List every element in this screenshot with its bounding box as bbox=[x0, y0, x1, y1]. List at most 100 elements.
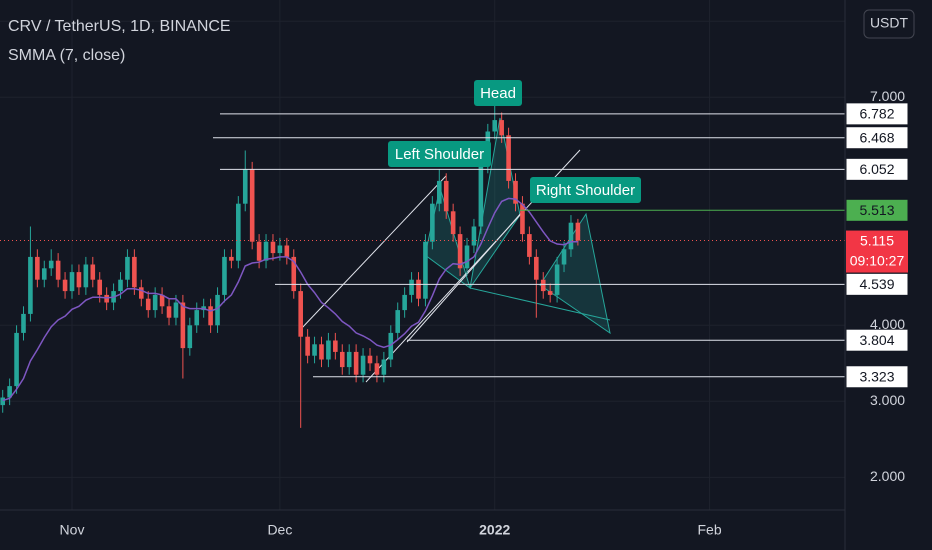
countdown-label: 09:10:27 bbox=[850, 252, 905, 268]
candle-body bbox=[180, 302, 186, 349]
candle-body bbox=[187, 325, 193, 349]
overlay-layer: 6.782 6.468 6.052 5.513 4.539 3.804 3.323 5.115… bbox=[0, 80, 909, 389]
indicator-legend: SMMA (7, close) bbox=[8, 47, 125, 64]
candle-body bbox=[416, 279, 421, 299]
candle-body bbox=[471, 226, 477, 246]
candle-body bbox=[284, 245, 290, 257]
channel-line bbox=[406, 211, 523, 343]
annotation-box bbox=[388, 141, 491, 167]
x-tick-label: Nov bbox=[60, 522, 85, 538]
annotation-label: Right Shoulder bbox=[536, 182, 635, 199]
annotation-label: Head bbox=[480, 85, 516, 102]
level-label-box bbox=[845, 157, 909, 181]
candle-body bbox=[409, 279, 414, 295]
last-price-box bbox=[846, 230, 908, 273]
level-label: 5.513 bbox=[859, 202, 894, 218]
level-label-box bbox=[845, 328, 909, 352]
level-label-box bbox=[845, 102, 909, 126]
candle-body bbox=[367, 355, 373, 364]
annotation-box bbox=[530, 177, 641, 203]
candle-body bbox=[443, 180, 449, 212]
candle-body bbox=[229, 256, 234, 261]
candle-body bbox=[35, 256, 40, 280]
candle-body bbox=[7, 386, 12, 398]
candle-body bbox=[83, 264, 89, 288]
candle-body bbox=[41, 268, 47, 280]
candle-body bbox=[547, 291, 553, 295]
chart-title: CRV / TetherUS, 1D, BINANCE bbox=[8, 18, 231, 35]
level-label: 6.052 bbox=[859, 161, 894, 177]
candle-body bbox=[118, 279, 123, 292]
candle-body bbox=[360, 355, 366, 375]
candle-body bbox=[339, 351, 345, 368]
candle-body bbox=[159, 294, 165, 307]
smma-line bbox=[2, 197, 578, 402]
candle-body bbox=[194, 310, 200, 326]
candle-body bbox=[132, 256, 137, 288]
candle-body bbox=[381, 359, 387, 375]
currency-label[interactable]: USDT bbox=[870, 15, 909, 31]
candle-body bbox=[277, 245, 283, 254]
candle-body bbox=[139, 287, 144, 299]
candle-body bbox=[55, 260, 61, 280]
neckline bbox=[469, 287, 611, 321]
x-tick-label: 2022 bbox=[479, 522, 510, 538]
candle-body bbox=[436, 180, 442, 204]
level-label: 6.468 bbox=[859, 129, 894, 145]
candle-body bbox=[90, 264, 96, 280]
candle-body bbox=[152, 294, 158, 311]
candle-body bbox=[513, 180, 518, 204]
candle-body bbox=[450, 211, 456, 235]
candle-body bbox=[21, 313, 26, 333]
level-label-box bbox=[845, 126, 909, 150]
level-label-box bbox=[845, 272, 909, 296]
candle-body bbox=[561, 249, 567, 265]
level-label: 4.539 bbox=[859, 276, 894, 292]
candle-body bbox=[125, 256, 130, 280]
currency-button[interactable] bbox=[863, 9, 915, 39]
candle-body bbox=[353, 351, 359, 375]
candle-body bbox=[506, 135, 511, 181]
candle-body bbox=[236, 203, 241, 261]
x-tick-label: Feb bbox=[697, 522, 721, 538]
candle-body bbox=[499, 120, 504, 136]
level-label-box bbox=[845, 365, 909, 389]
annotation-label: Left Shoulder bbox=[395, 146, 484, 163]
candle-body bbox=[457, 234, 463, 269]
level-label: 3.323 bbox=[859, 368, 894, 384]
candle-body bbox=[256, 241, 262, 261]
candle-body bbox=[326, 340, 331, 360]
candle-body bbox=[333, 340, 338, 352]
candle-body bbox=[249, 169, 255, 242]
candle-body bbox=[540, 279, 546, 292]
candle-body bbox=[520, 203, 525, 235]
candle-body bbox=[430, 203, 435, 242]
candle-body bbox=[464, 245, 470, 269]
y-tick-label: 7.000 bbox=[870, 88, 905, 104]
candle-body bbox=[104, 294, 109, 303]
candle-body bbox=[48, 260, 54, 269]
last-price-label: 5.115 bbox=[860, 232, 894, 248]
candle-body bbox=[222, 256, 227, 295]
candle-body bbox=[305, 336, 310, 356]
candle-body bbox=[554, 264, 560, 295]
candle-body bbox=[492, 120, 498, 132]
level-label: 6.782 bbox=[859, 106, 894, 122]
candle-body bbox=[395, 310, 401, 333]
candle-body bbox=[346, 351, 352, 368]
candle-body bbox=[208, 306, 213, 326]
candle-body bbox=[62, 279, 68, 292]
x-tick-label: Dec bbox=[267, 522, 292, 538]
candle-body bbox=[374, 363, 380, 375]
candle-body bbox=[76, 272, 82, 288]
candle-body bbox=[423, 241, 428, 299]
y-tick-label: 4.000 bbox=[870, 316, 905, 332]
candle-body bbox=[312, 344, 317, 356]
candle-body bbox=[215, 294, 220, 326]
candle-body bbox=[97, 279, 103, 295]
candle-body bbox=[478, 165, 484, 227]
candle-body bbox=[263, 241, 269, 261]
